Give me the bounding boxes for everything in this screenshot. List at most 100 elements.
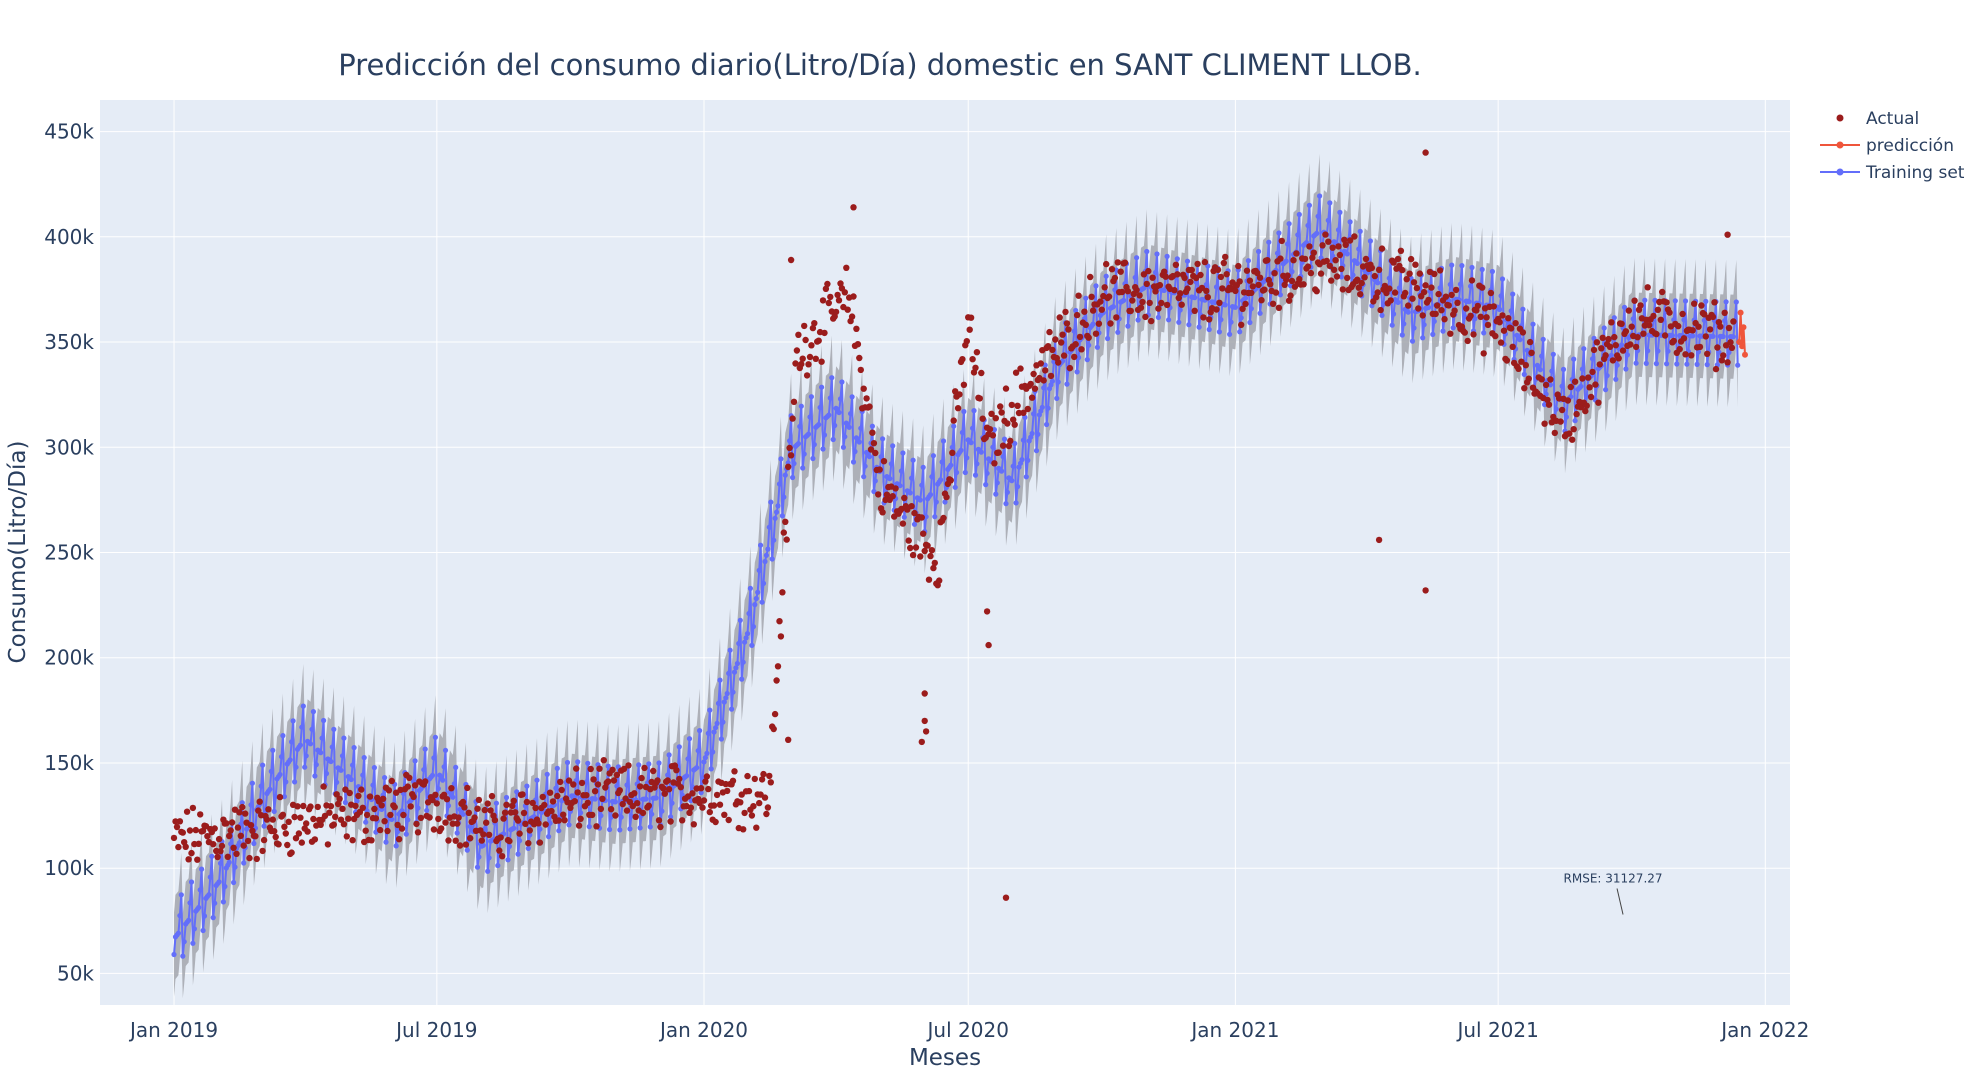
- training-set-point: [495, 862, 501, 869]
- actual-point: [233, 850, 240, 857]
- prediction-point: [1737, 309, 1744, 316]
- training-set-point: [1015, 484, 1021, 490]
- training-set-point: [984, 470, 990, 476]
- actual-point: [1720, 352, 1727, 359]
- actual-point: [275, 841, 282, 848]
- training-set-point: [1049, 378, 1055, 384]
- legend-item-training-set[interactable]: Training set: [1820, 163, 1965, 183]
- actual-point: [1586, 384, 1593, 391]
- training-set-point: [778, 456, 784, 462]
- actual-point: [594, 781, 602, 788]
- actual-point: [587, 765, 594, 773]
- training-set-point: [1690, 333, 1696, 339]
- actual-point: [272, 833, 279, 841]
- actual-point: [1010, 416, 1017, 423]
- training-set-point: [736, 640, 742, 647]
- actual-point: [1220, 259, 1228, 267]
- actual-point: [1659, 288, 1666, 296]
- y-tick-label: 100k: [44, 856, 94, 880]
- actual-point: [753, 824, 760, 831]
- training-set-point: [441, 764, 447, 770]
- actual-point: [503, 801, 510, 808]
- training-set-point: [186, 917, 192, 924]
- training-set-point: [1440, 328, 1446, 334]
- actual-point: [1583, 402, 1590, 409]
- training-set-point: [292, 779, 298, 785]
- actual-point: [1452, 286, 1460, 294]
- actual-point: [589, 811, 596, 819]
- actual-point: [1390, 259, 1397, 266]
- actual-point: [1162, 273, 1169, 280]
- training-set-point: [1645, 348, 1651, 354]
- training-set-point: [197, 887, 203, 893]
- actual-point: [1718, 357, 1726, 364]
- training-set-point: [1132, 274, 1138, 281]
- training-set-point: [578, 810, 584, 816]
- actual-point: [676, 775, 683, 783]
- actual-point: [395, 836, 403, 843]
- actual-point: [798, 360, 805, 368]
- training-set-point: [1694, 361, 1700, 367]
- actual-point: [1235, 262, 1242, 270]
- actual-point: [214, 853, 221, 861]
- training-set-point: [393, 843, 399, 849]
- rmse-label: RMSE: 31127.27: [1564, 872, 1663, 886]
- training-set-point: [1655, 348, 1661, 354]
- training-set-point: [938, 477, 944, 483]
- actual-point: [1017, 365, 1024, 372]
- actual-point: [805, 361, 812, 368]
- legend[interactable]: Actual predicción Training set: [1820, 109, 1965, 183]
- actual-point: [1505, 315, 1512, 322]
- actual-point: [1222, 253, 1229, 261]
- actual-point: [1338, 265, 1345, 273]
- training-set-point: [942, 499, 948, 505]
- prediction-series[interactable]: [1736, 309, 1748, 358]
- actual-point: [1174, 271, 1181, 278]
- actual-point: [811, 320, 818, 327]
- actual-point: [1333, 273, 1341, 280]
- actual-point: [1542, 381, 1550, 389]
- actual-point: [1163, 301, 1171, 309]
- actual-point: [1030, 370, 1037, 378]
- actual-point: [1014, 402, 1021, 409]
- training-set-point: [1537, 367, 1543, 373]
- training-set-point: [768, 499, 774, 505]
- actual-point: [1497, 339, 1505, 346]
- training-set-point: [750, 624, 757, 630]
- y-tick-label: 300k: [44, 435, 94, 459]
- legend-item-actual[interactable]: Actual: [1836, 109, 1920, 129]
- actual-point: [1060, 352, 1068, 359]
- actual-point: [317, 821, 324, 828]
- legend-item-prediccion[interactable]: predicción: [1820, 136, 1954, 156]
- training-set-point: [1184, 258, 1191, 264]
- actual-point: [1354, 276, 1361, 283]
- actual-series[interactable]: [170, 149, 1737, 901]
- training-set-point: [515, 851, 521, 857]
- training-set-point: [958, 447, 964, 453]
- actual-point: [1512, 320, 1519, 327]
- actual-point: [304, 828, 311, 835]
- training-set-point: [1405, 309, 1411, 315]
- training-set-point: [200, 927, 206, 934]
- actual-point: [448, 785, 455, 792]
- actual-point: [445, 837, 452, 844]
- training-set-point: [1379, 312, 1385, 318]
- actual-point: [1654, 306, 1662, 313]
- actual-point: [438, 825, 445, 832]
- actual-point: [1422, 282, 1429, 289]
- actual-point: [940, 514, 947, 522]
- training-set-point: [1735, 362, 1741, 368]
- actual-point: [1590, 346, 1598, 354]
- actual-point: [1155, 305, 1162, 312]
- actual-point: [334, 800, 342, 808]
- training-set-point: [283, 779, 289, 785]
- training-set-point: [191, 926, 197, 932]
- training-set-point: [684, 773, 690, 779]
- training-set-point: [1499, 276, 1506, 282]
- training-set-point: [1674, 361, 1680, 367]
- actual-point: [224, 853, 231, 860]
- training-set-point: [1283, 258, 1289, 264]
- actual-point: [590, 776, 597, 783]
- training-set-point: [395, 829, 401, 835]
- actual-point: [1072, 341, 1079, 348]
